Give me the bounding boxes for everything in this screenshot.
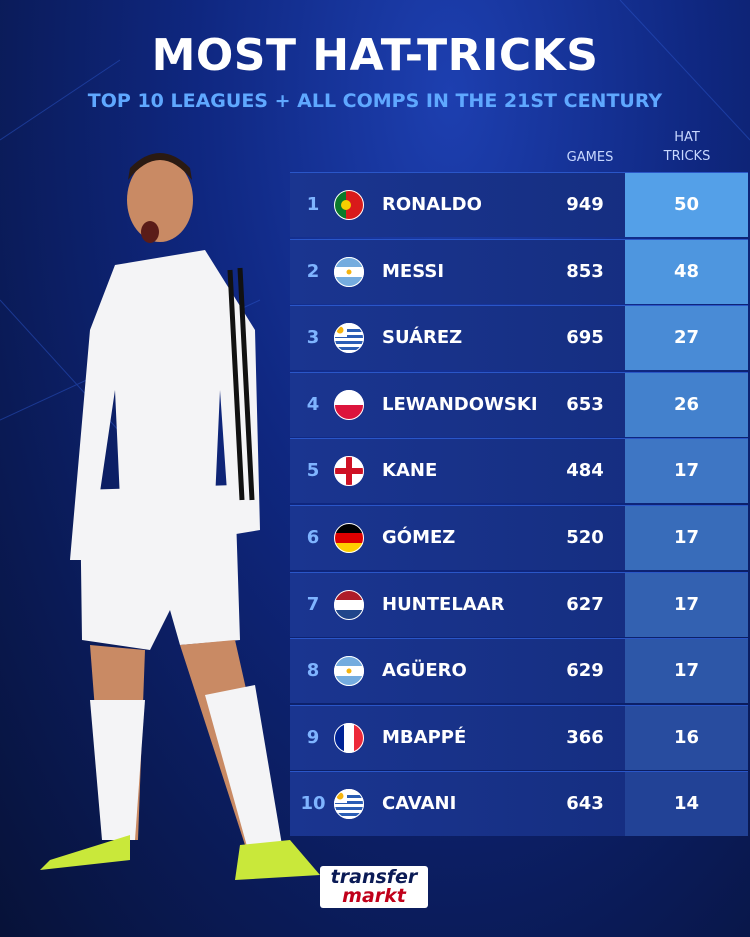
table-row: 4 LEWANDOWSKI 653 26 [290,371,748,437]
hat-tricks: 14 [625,772,748,837]
games: 520 [566,527,604,548]
rank: 7 [306,593,320,615]
logo-text: markt [342,885,406,907]
hat-tricks: 27 [625,306,748,371]
games: 653 [566,393,604,415]
table-row: 6 GÓMEZ 520 17 [290,505,748,570]
player-name: MESSI [382,260,445,282]
hat-tricks: 17 [625,506,748,570]
flag [334,256,364,287]
player-name: RONALDO [382,194,482,215]
flag [334,456,364,487]
table-row: 8 AGÜERO 629 17 [290,638,748,704]
rank: 9 [306,726,320,748]
table-row: 1 RONALDO 949 50 [290,172,748,237]
games: 695 [566,327,604,349]
flag [334,323,364,354]
logo-text: transfer [330,866,418,888]
player-name: CAVANI [382,793,457,815]
table-row: 10 CAVANI 643 14 [290,771,748,837]
player-name: KANE [382,460,438,482]
player-name: SUÁREZ [382,327,463,349]
hat-tricks: 17 [625,572,748,637]
games: 629 [566,660,604,682]
flag [334,523,364,553]
hat-tricks: 26 [625,372,748,437]
player-name: MBAPPÉ [382,726,467,748]
hat-tricks: 17 [625,439,748,504]
games: 484 [566,460,604,482]
rank: 4 [306,393,320,415]
table-row: 9 MBAPPÉ 366 16 [290,704,748,770]
rank: 6 [306,527,320,548]
hat-tricks: 48 [625,239,748,304]
table-row: 3 SUÁREZ 695 27 [290,305,748,371]
subtitle: TOP 10 LEAGUES + ALL COMPS IN THE 21ST C… [87,90,663,112]
games: 627 [566,593,604,615]
hat-tricks: 17 [625,639,748,704]
games: 643 [566,793,604,815]
hat-tricks: 50 [625,173,748,237]
games: 853 [566,260,604,282]
rank: 5 [306,460,320,482]
flag [334,589,364,620]
player-name: GÓMEZ [382,527,456,548]
flag [334,656,364,687]
player-name: HUNTELAAR [382,593,505,615]
rank: 3 [306,327,320,349]
logo: transfer markt [320,866,428,908]
rank: 2 [306,260,320,282]
flag [334,789,364,820]
flag [334,389,364,420]
player-name: LEWANDOWSKI [382,393,538,415]
flag [334,722,364,753]
title: MOST HAT-TRICKS [151,30,599,81]
player-name: AGÜERO [382,660,467,682]
rank: 1 [306,194,320,215]
hat-tricks: 16 [625,705,748,770]
column-header: GAMES [566,150,614,165]
table-row: 7 HUNTELAAR 627 17 [290,571,748,637]
rank: 10 [300,793,326,815]
rank: 8 [306,660,320,682]
games: 949 [566,194,604,215]
column-header: HAT TRICKS [663,130,711,164]
table-row: 5 KANE 484 17 [290,438,748,504]
games: 366 [566,726,604,748]
table-row: 2 MESSI 853 48 [290,238,748,304]
flag [334,190,364,220]
player-figure [40,153,320,880]
